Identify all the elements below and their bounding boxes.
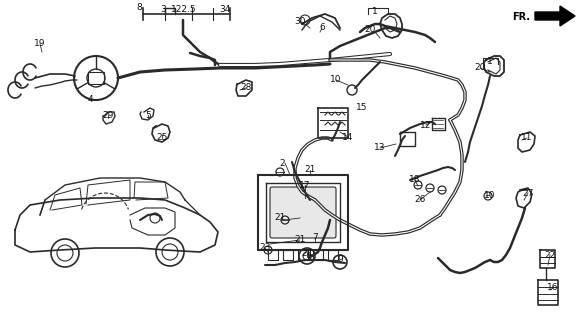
Text: 3: 3 <box>160 5 166 14</box>
Text: 15: 15 <box>356 103 368 113</box>
Text: 24: 24 <box>302 249 313 258</box>
Text: 10: 10 <box>484 190 496 199</box>
Text: 27: 27 <box>522 188 534 197</box>
Text: 18: 18 <box>409 175 421 185</box>
Text: 8: 8 <box>136 4 142 12</box>
Polygon shape <box>535 6 575 26</box>
Text: 13: 13 <box>374 143 386 153</box>
Text: 9: 9 <box>337 255 343 265</box>
Text: 10: 10 <box>330 76 342 84</box>
Text: 12: 12 <box>420 121 432 130</box>
Text: 122.5: 122.5 <box>171 5 197 14</box>
Text: 25: 25 <box>156 133 168 142</box>
Text: 4: 4 <box>87 95 93 105</box>
Text: FR.: FR. <box>512 12 530 22</box>
Text: 21: 21 <box>295 236 306 244</box>
Text: 14: 14 <box>342 132 354 141</box>
Text: 1: 1 <box>487 58 493 67</box>
Text: 20: 20 <box>364 26 376 35</box>
Text: 21: 21 <box>304 165 315 174</box>
Text: 22: 22 <box>544 251 555 260</box>
Text: 2: 2 <box>279 158 285 167</box>
Text: 21: 21 <box>274 213 286 222</box>
Bar <box>88 72 104 84</box>
Text: 17: 17 <box>299 180 311 189</box>
Text: 19: 19 <box>34 39 46 49</box>
Text: 30: 30 <box>294 18 306 27</box>
Text: 16: 16 <box>547 284 559 292</box>
Text: 20: 20 <box>474 63 486 73</box>
Text: 11: 11 <box>521 133 533 142</box>
Text: 26: 26 <box>414 196 426 204</box>
Text: 6: 6 <box>319 23 325 33</box>
Text: 23: 23 <box>259 244 271 252</box>
Text: 5: 5 <box>145 110 151 119</box>
Text: 28: 28 <box>241 84 252 92</box>
Text: 34: 34 <box>219 5 231 14</box>
Text: 7: 7 <box>312 234 318 243</box>
Text: 1: 1 <box>372 7 378 17</box>
Text: 29: 29 <box>102 110 114 119</box>
FancyBboxPatch shape <box>270 187 336 238</box>
